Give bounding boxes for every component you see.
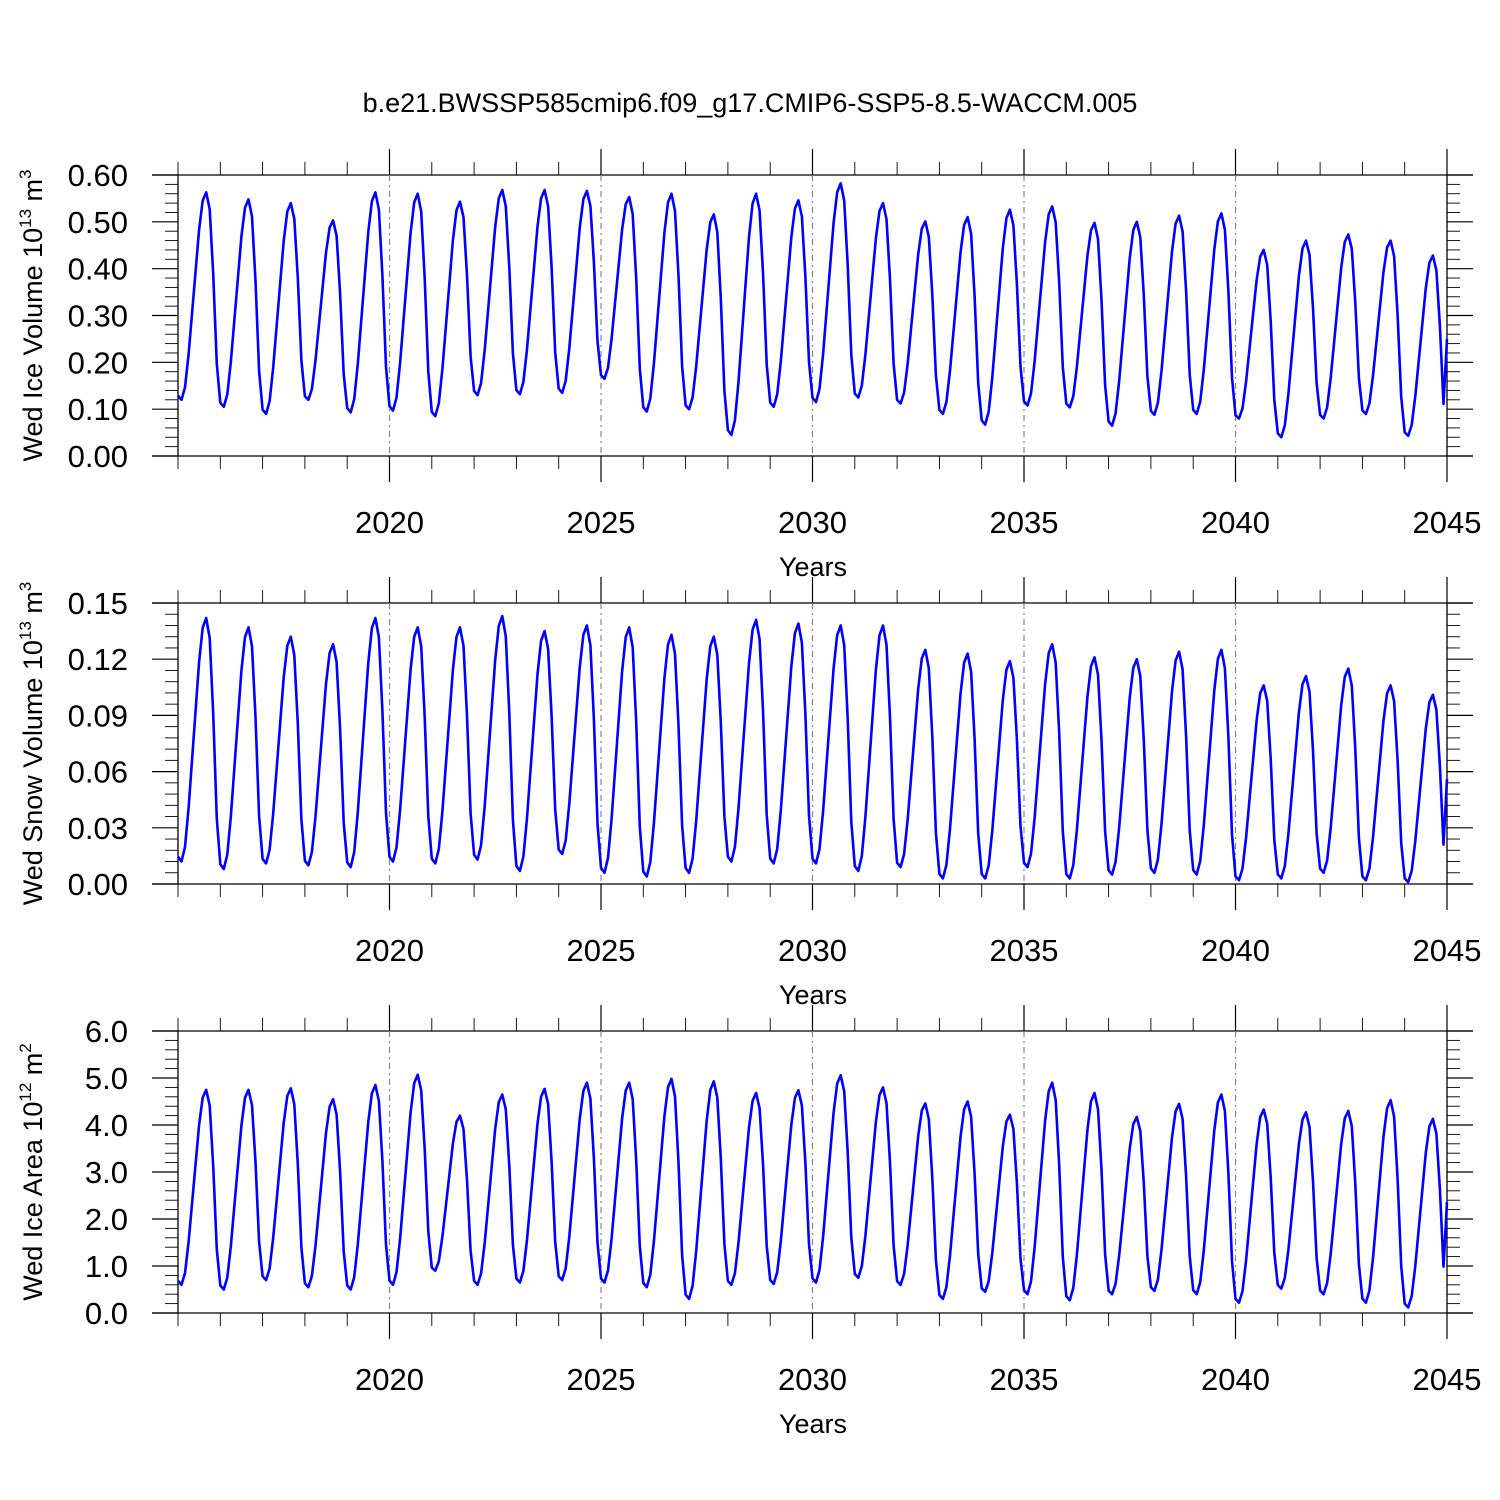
y-tick-label: 0.12	[68, 642, 128, 677]
y-tick-label: 0.00	[68, 439, 128, 474]
y-tick-label: 0.03	[68, 811, 128, 846]
x-tick-label: 2040	[1201, 1362, 1270, 1397]
x-axis-label: Years	[779, 1409, 847, 1439]
series-line	[176, 614, 1449, 884]
x-tick-label: 2025	[567, 1362, 636, 1397]
y-axis-label-unit: m	[18, 179, 48, 209]
y-axis-label: Wed Snow Volume 1013 m3	[16, 582, 48, 906]
y-axis-label-exponent: 13	[16, 209, 35, 228]
y-axis-label-exponent: 12	[16, 1083, 35, 1102]
x-tick-label: 2040	[1201, 505, 1270, 540]
y-axis-label-unit-exponent: 3	[16, 169, 35, 178]
y-tick-label: 4.0	[85, 1108, 128, 1143]
y-axis-label-text: Wed Ice Volume 10	[18, 228, 48, 462]
x-tick-label: 2045	[1413, 933, 1482, 968]
figure-title: b.e21.BWSSP585cmip6.f09_g17.CMIP6-SSP5-8…	[363, 88, 1138, 118]
y-axis-label-unit-exponent: 2	[16, 1043, 35, 1052]
panel-3: 2020 2025 2030 2035 2040 2045 Years 0.0 1.0 2.0 3.…	[16, 1005, 1481, 1439]
x-tick-label: 2020	[355, 1362, 424, 1397]
y-axis-label-unit-exponent: 3	[16, 582, 35, 591]
y-tick-label: 0.30	[68, 299, 128, 334]
x-tick-label: 2030	[778, 933, 847, 968]
x-tick-label: 2045	[1413, 505, 1482, 540]
y-axis-label-unit: m	[18, 591, 48, 621]
y-tick-label: 0.50	[68, 205, 128, 240]
x-tick-label: 2040	[1201, 933, 1270, 968]
y-tick-label: 0.10	[68, 392, 128, 427]
y-tick-label: 0.40	[68, 252, 128, 287]
y-tick-label: 0.0	[85, 1296, 128, 1331]
x-tick-label: 2020	[355, 933, 424, 968]
y-tick-label: 3.0	[85, 1155, 128, 1190]
y-tick-label: 0.60	[68, 158, 128, 193]
x-tick-label: 2035	[990, 933, 1059, 968]
x-tick-label: 2035	[990, 1362, 1059, 1397]
x-tick-label: 2035	[990, 505, 1059, 540]
series-line	[177, 1073, 1449, 1309]
x-tick-label: 2045	[1413, 1362, 1482, 1397]
y-tick-label: 0.00	[68, 867, 128, 902]
y-tick-label: 0.06	[68, 755, 128, 790]
y-tick-label: 0.20	[68, 345, 128, 380]
x-tick-label: 2025	[567, 505, 636, 540]
y-tick-label: 1.0	[85, 1249, 128, 1284]
y-tick-label: 6.0	[85, 1014, 128, 1049]
y-tick-label: 0.09	[68, 698, 128, 733]
series-line	[177, 182, 1449, 439]
panel-1: 2020 2025 2030 2035 2040 2045Years0.000.100.2…	[16, 149, 1481, 582]
y-axis-label: Wed Ice Volume 1013 m3	[16, 169, 48, 461]
x-tick-label: 2025	[567, 933, 636, 968]
panel-2: 2020 2025 2030 2035 2040 2045Years0.000.030.0…	[16, 577, 1481, 1010]
y-axis-label-text: Wed Ice Area 10	[18, 1102, 48, 1301]
x-tick-label: 2030	[778, 505, 847, 540]
x-tick-label: 2020	[355, 505, 424, 540]
y-axis-label-exponent: 13	[16, 621, 35, 640]
y-tick-label: 2.0	[85, 1202, 128, 1237]
y-axis-label-unit: m	[18, 1053, 48, 1083]
y-axis-label: Wed Ice Area 1012 m2	[16, 1043, 48, 1301]
y-tick-label: 0.15	[68, 586, 128, 621]
y-axis-label-text: Wed Snow Volume 10	[18, 640, 48, 905]
x-tick-label: 2030	[778, 1362, 847, 1397]
y-tick-label: 5.0	[85, 1061, 128, 1096]
